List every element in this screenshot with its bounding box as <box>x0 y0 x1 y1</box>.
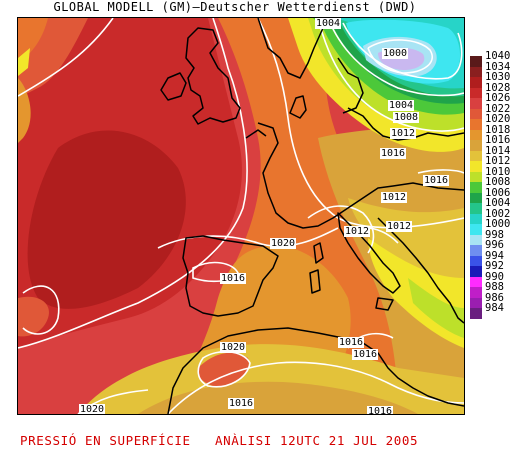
isobar-label: 1012 <box>386 221 413 232</box>
legend-label: 1018 <box>485 123 511 136</box>
isobar-label: 1012 <box>344 226 371 237</box>
legend-item: 1026 <box>470 93 518 109</box>
legend-label: 986 <box>485 291 504 304</box>
pressure-field <box>18 18 464 414</box>
legend-label: 998 <box>485 228 504 241</box>
legend-item: 998 <box>470 229 518 245</box>
legend-swatch <box>470 224 482 235</box>
legend-item: 990 <box>470 271 518 287</box>
legend-swatch <box>470 266 482 277</box>
legend-label: 1026 <box>485 92 511 104</box>
isobar-label: 1020 <box>79 404 106 415</box>
legend-swatch <box>470 129 482 140</box>
legend-item: 1020 <box>470 114 518 130</box>
legend-label: 988 <box>485 281 504 293</box>
legend-swatch <box>470 308 482 319</box>
legend-swatch <box>470 150 482 161</box>
legend-label: 1040 <box>485 50 511 62</box>
legend-label: 1030 <box>485 71 511 83</box>
legend-label: 1022 <box>485 102 511 115</box>
legend-item: 1012 <box>470 156 518 172</box>
pressure-map: 1004 1000 1004 1008 1012 1016 1016 1012 … <box>17 17 465 415</box>
isobar-label: 1016 <box>367 406 394 415</box>
isobar-label: 1008 <box>393 112 420 123</box>
isobar-label: 1012 <box>390 128 417 139</box>
legend-item: 984 <box>470 303 518 319</box>
legend-swatch <box>470 66 482 77</box>
legend-swatch <box>470 87 482 98</box>
legend-label: 1004 <box>485 197 511 209</box>
legend-swatch <box>470 161 482 172</box>
legend-label: 1014 <box>485 144 511 157</box>
legend-swatch <box>470 171 482 182</box>
map-title: GLOBAL MODELL (GM)–Deutscher Wetterdiens… <box>53 0 417 14</box>
map-caption: PRESSIÓ EN SUPERFÍCIE ANÀLISI 12UTC 21 J… <box>20 433 419 448</box>
isobar-label: 1016 <box>338 337 365 348</box>
legend-swatch <box>470 213 482 224</box>
isobar-label: 1016 <box>220 273 247 284</box>
legend-item: 1008 <box>470 177 518 193</box>
legend-label: 1016 <box>485 134 511 146</box>
isobar-label: 1016 <box>380 148 407 159</box>
legend-swatch <box>470 255 482 266</box>
legend-item: 1028 <box>470 82 518 98</box>
legend-label: 990 <box>485 270 504 283</box>
legend-item: 1040 <box>470 51 518 67</box>
legend-label: 1010 <box>485 165 511 178</box>
legend-item: 1034 <box>470 61 518 77</box>
legend-swatch <box>470 297 482 308</box>
isobar-label: 1012 <box>381 192 408 203</box>
legend-label: 1020 <box>485 113 511 125</box>
legend-swatch <box>470 276 482 287</box>
legend-label: 994 <box>485 249 504 262</box>
legend-swatch <box>470 182 482 193</box>
legend-item: 1002 <box>470 208 518 224</box>
legend-label: 996 <box>485 239 504 251</box>
legend-swatch <box>470 108 482 119</box>
legend-item: 1000 <box>470 219 518 235</box>
legend-item: 1010 <box>470 166 518 182</box>
legend-item: 988 <box>470 282 518 298</box>
legend-label: 1000 <box>485 218 511 230</box>
legend-label: 1008 <box>485 176 511 188</box>
legend-swatch <box>470 119 482 130</box>
isobar-label: 1020 <box>220 342 247 353</box>
legend-label: 1006 <box>485 186 511 199</box>
isobar-label: 1020 <box>270 238 297 249</box>
legend-item: 1006 <box>470 187 518 203</box>
legend-label: 1034 <box>485 60 511 73</box>
isobar-label: 1004 <box>388 100 415 111</box>
legend-item: 1018 <box>470 124 518 140</box>
legend-item: 994 <box>470 250 518 266</box>
legend-item: 1030 <box>470 72 518 88</box>
legend-swatch <box>470 98 482 109</box>
legend-swatch <box>470 203 482 214</box>
legend-swatch <box>470 287 482 298</box>
legend-swatch <box>470 245 482 256</box>
legend-item: 1016 <box>470 135 518 151</box>
isobar-label: 1004 <box>315 18 342 29</box>
legend-swatch <box>470 56 482 67</box>
legend-item: 986 <box>470 292 518 308</box>
legend-item: 992 <box>470 261 518 277</box>
pressure-legend: 1040 1034 1030 1028 1026 1022 1020 1018 1016 1014… <box>470 51 518 319</box>
legend-swatch <box>470 77 482 88</box>
legend-item: 996 <box>470 240 518 256</box>
legend-swatch <box>470 140 482 151</box>
legend-swatch <box>470 234 482 245</box>
legend-label: 1012 <box>485 155 511 167</box>
legend-item: 1014 <box>470 145 518 161</box>
legend-label: 1028 <box>485 81 511 94</box>
isobar-label: 1016 <box>352 349 379 360</box>
legend-label: 984 <box>485 302 504 314</box>
legend-swatch <box>470 192 482 203</box>
legend-label: 992 <box>485 260 504 272</box>
legend-item: 1022 <box>470 103 518 119</box>
isobar-label: 1016 <box>228 398 255 409</box>
isobar-label: 1016 <box>423 175 450 186</box>
legend-item: 1004 <box>470 198 518 214</box>
isobar-label: 1000 <box>382 48 409 59</box>
legend-label: 1002 <box>485 207 511 220</box>
